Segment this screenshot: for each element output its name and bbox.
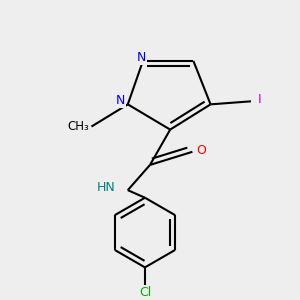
Text: CH₃: CH₃ (67, 120, 89, 133)
Text: I: I (258, 93, 262, 106)
Text: O: O (196, 144, 206, 157)
Text: Cl: Cl (139, 286, 151, 298)
Text: N: N (116, 94, 125, 107)
Text: HN: HN (97, 181, 116, 194)
Text: N: N (137, 51, 146, 64)
